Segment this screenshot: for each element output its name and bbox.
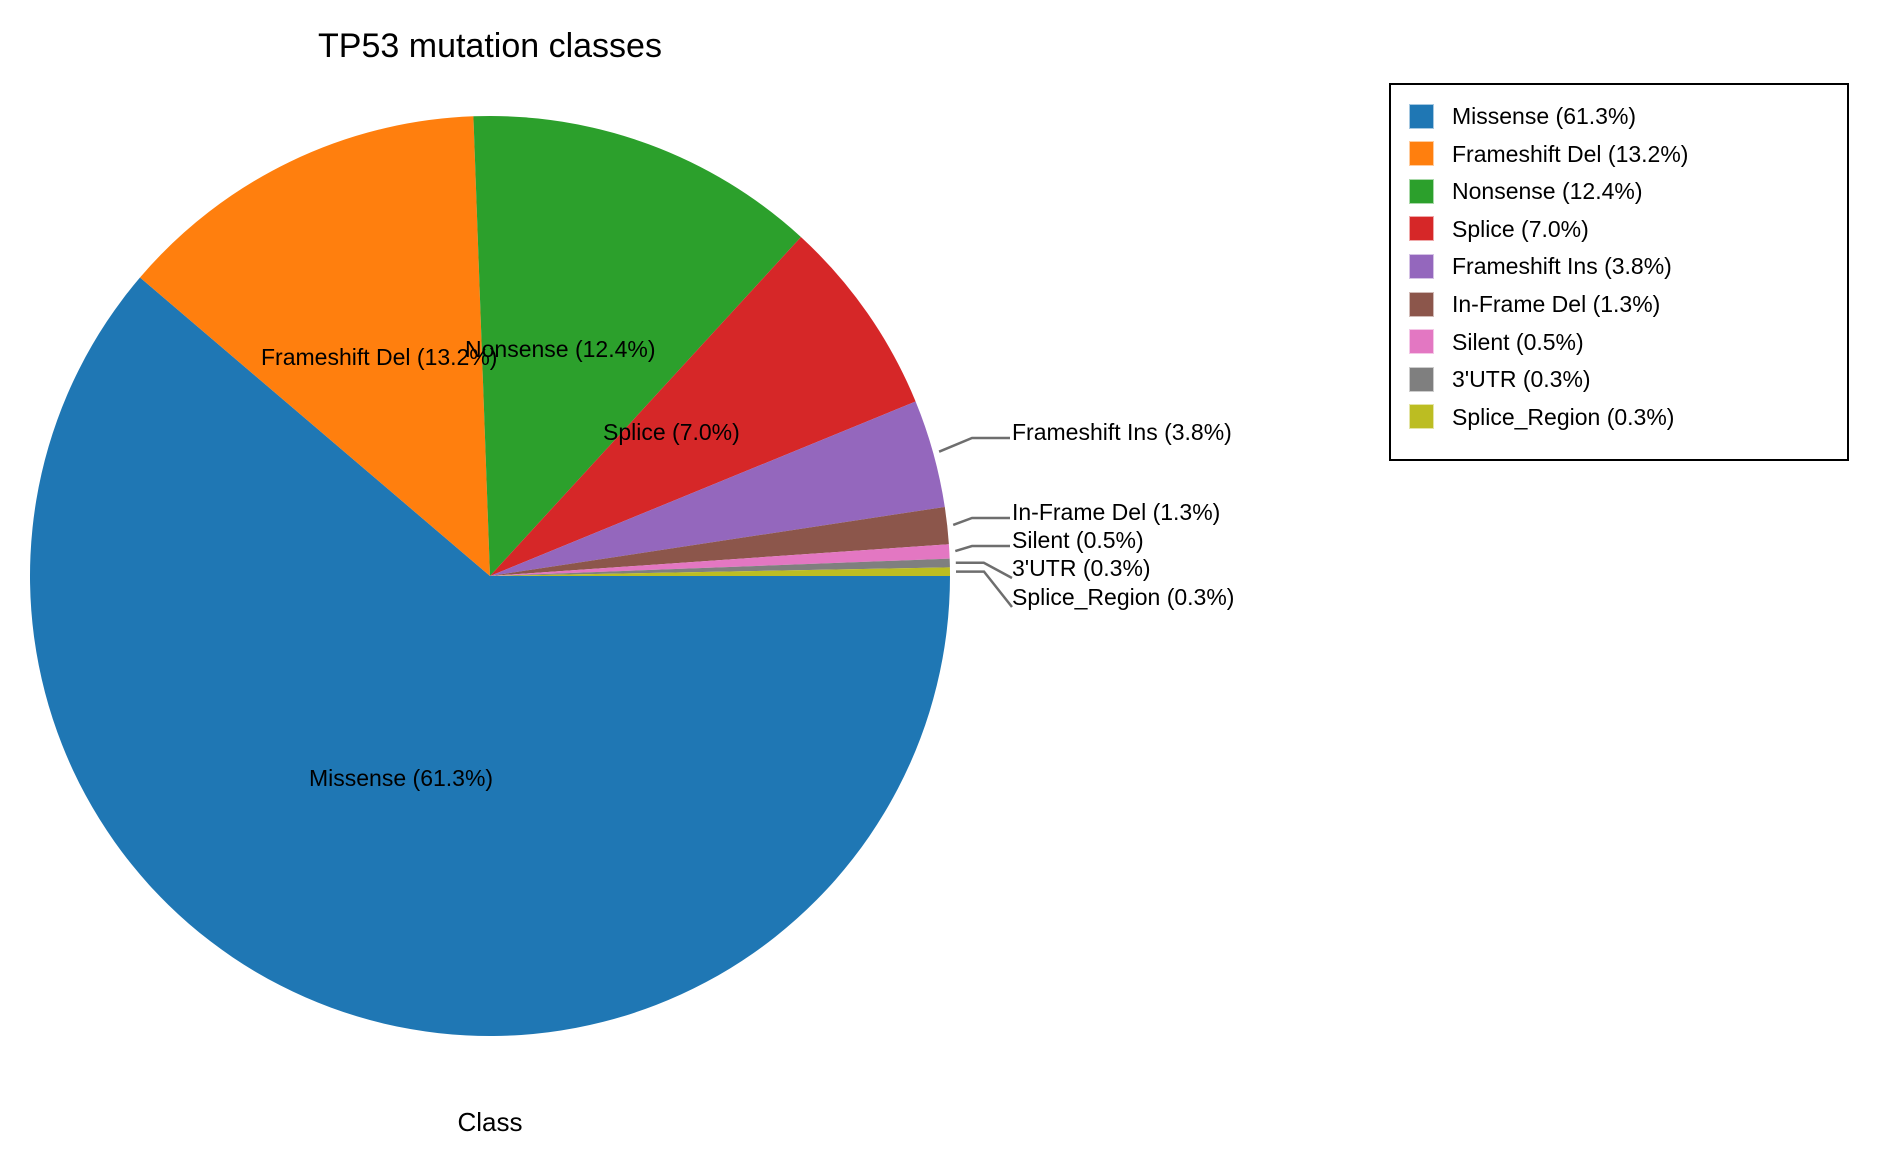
legend-swatch-icon — [1409, 103, 1434, 129]
legend-item: Frameshift Del (13.2%) — [1409, 141, 1688, 167]
legend-swatch-icon — [1409, 253, 1434, 279]
leader-lines — [938, 436, 1013, 608]
inner-label: Splice (7.0%) — [603, 419, 740, 445]
outer-label: In-Frame Del (1.3%) — [1012, 499, 1220, 525]
leader-line — [954, 544, 1010, 553]
outer-label: Frameshift Ins (3.8%) — [1012, 419, 1232, 445]
leader-line — [952, 516, 1010, 527]
legend-item: In-Frame Del (1.3%) — [1409, 291, 1660, 317]
legend-item: Nonsense (12.4%) — [1409, 178, 1643, 204]
legend-label: Nonsense (12.4%) — [1452, 178, 1643, 205]
legend-item: Splice_Region (0.3%) — [1409, 404, 1674, 430]
legend-item: Missense (61.3%) — [1409, 103, 1636, 129]
legend: Missense (61.3%) Frameshift Del (13.2%) No… — [1389, 83, 1849, 461]
inner-label: Missense (61.3%) — [309, 765, 493, 791]
leader-line — [938, 436, 1010, 453]
slice-splice-region — [490, 567, 950, 576]
legend-swatch-icon — [1409, 178, 1434, 204]
slice-in-frame-del — [490, 506, 949, 576]
legend-item: Splice (7.0%) — [1409, 216, 1589, 242]
legend-label: Missense (61.3%) — [1452, 103, 1637, 129]
legend-label: Frameshift Ins (3.8%) — [1452, 253, 1672, 280]
inner-label: Nonsense (12.4%) — [465, 336, 656, 362]
inner-label: Frameshift Del (13.2%) — [261, 344, 497, 370]
legend-swatch-icon — [1409, 216, 1434, 242]
chart-title: TP53 mutation classes — [318, 27, 662, 65]
legend-swatch-icon — [1409, 404, 1434, 430]
legend-label: Splice (7.0%) — [1452, 215, 1589, 242]
legend-swatch-icon — [1409, 329, 1434, 355]
slice-3-utr — [490, 558, 950, 576]
outer-slice-labels: Frameshift Ins (3.8%) In-Frame Del (1.3%)… — [1012, 419, 1234, 610]
legend-item: 3'UTR (0.3%) — [1409, 366, 1591, 392]
legend-label: Splice_Region (0.3%) — [1452, 403, 1675, 430]
outer-label: Silent (0.5%) — [1012, 527, 1144, 553]
slice-silent — [490, 544, 950, 576]
legend-swatch-icon — [1409, 291, 1434, 317]
legend-label: Frameshift Del (13.2%) — [1452, 140, 1689, 167]
leader-line — [956, 570, 1013, 608]
legend-item: Silent (0.5%) — [1409, 329, 1584, 355]
slice-frameshift-ins — [490, 401, 945, 576]
slice-missense — [29, 277, 950, 1036]
axis-label-class: Class — [457, 1107, 522, 1137]
outer-label: Splice_Region (0.3%) — [1012, 584, 1234, 610]
legend-item: Frameshift Ins (3.8%) — [1409, 253, 1672, 279]
slice-nonsense — [473, 116, 801, 576]
leader-line — [955, 561, 1013, 580]
pie-slices — [29, 116, 950, 1036]
legend-label: In-Frame Del (1.3%) — [1452, 291, 1661, 317]
inner-slice-labels: Missense (61.3%) Frameshift Del (13.2%)No… — [261, 336, 740, 791]
legend-swatch-icon — [1409, 141, 1434, 167]
legend-swatch-icon — [1409, 366, 1434, 392]
legend-label: 3'UTR (0.3%) — [1452, 366, 1591, 393]
slice-splice — [490, 237, 916, 576]
outer-label: 3'UTR (0.3%) — [1012, 555, 1151, 581]
slice-frameshift-del — [140, 116, 490, 577]
legend-label: Silent (0.5%) — [1452, 328, 1584, 355]
